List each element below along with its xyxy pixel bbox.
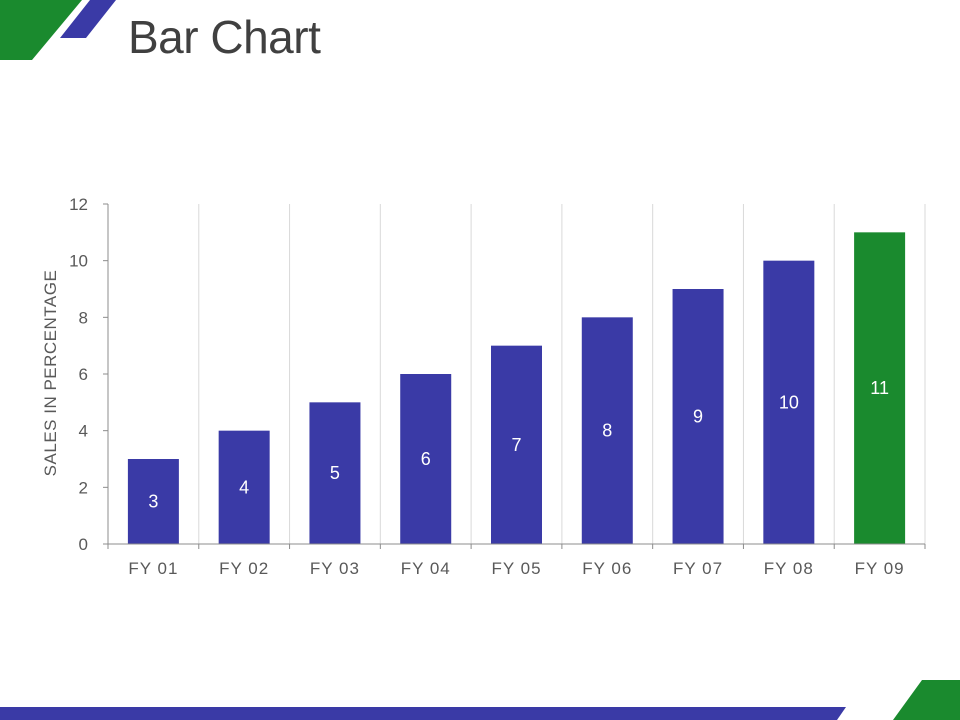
bar [400,374,452,544]
bar [218,430,270,544]
bar-data-label: 4 [239,477,249,497]
slide-title: Bar Chart [128,11,321,63]
x-category-label: FY 08 [764,559,814,578]
bottom-right-green-accent [893,680,960,720]
bars-layer [127,232,906,545]
bar-data-label: 3 [148,492,158,512]
x-category-label: FY 04 [401,559,451,578]
x-category-label: FY 02 [219,559,269,578]
bar-data-label: 8 [602,421,612,441]
bar [127,459,179,544]
y-axis-title: SALES IN PERCENTAGE [41,270,60,477]
bottom-blue-bar [0,707,846,720]
bar-data-label: 10 [779,392,799,412]
bar-data-label: 7 [511,435,521,455]
bar-data-label: 6 [421,449,431,469]
x-category-label: FY 07 [673,559,723,578]
axis-layer [103,203,926,549]
y-tick-label: 8 [79,308,88,327]
bar [491,345,542,544]
top-left-blue-stripe [60,0,116,38]
x-category-label: FY 03 [310,559,360,578]
x-category-label: FY 05 [491,559,541,578]
bar [854,232,906,545]
y-tick-label: 12 [69,195,88,214]
bar [309,402,361,544]
bar [672,289,724,544]
x-category-label: FY 09 [855,559,905,578]
y-tick-label: 6 [79,365,88,384]
y-tick-label: 10 [69,252,88,271]
bar [763,260,815,544]
bar-data-label: 5 [330,463,340,483]
x-category-label: FY 06 [582,559,632,578]
y-tick-label: 0 [79,535,88,554]
y-tick-label: 2 [79,478,88,497]
grid-layer [198,204,926,544]
labels-layer: 0 2 4 6 8 10 12 3 FY 01 4 FY 02 5 FY 03 6 FY 04 7 FY 05 8… [69,195,905,578]
bar-data-label: 11 [870,378,889,398]
x-category-label: FY 01 [128,559,178,578]
bar-data-label: 9 [693,407,703,427]
top-left-green-accent [0,0,82,60]
bar [581,317,633,544]
y-tick-label: 4 [79,422,88,441]
